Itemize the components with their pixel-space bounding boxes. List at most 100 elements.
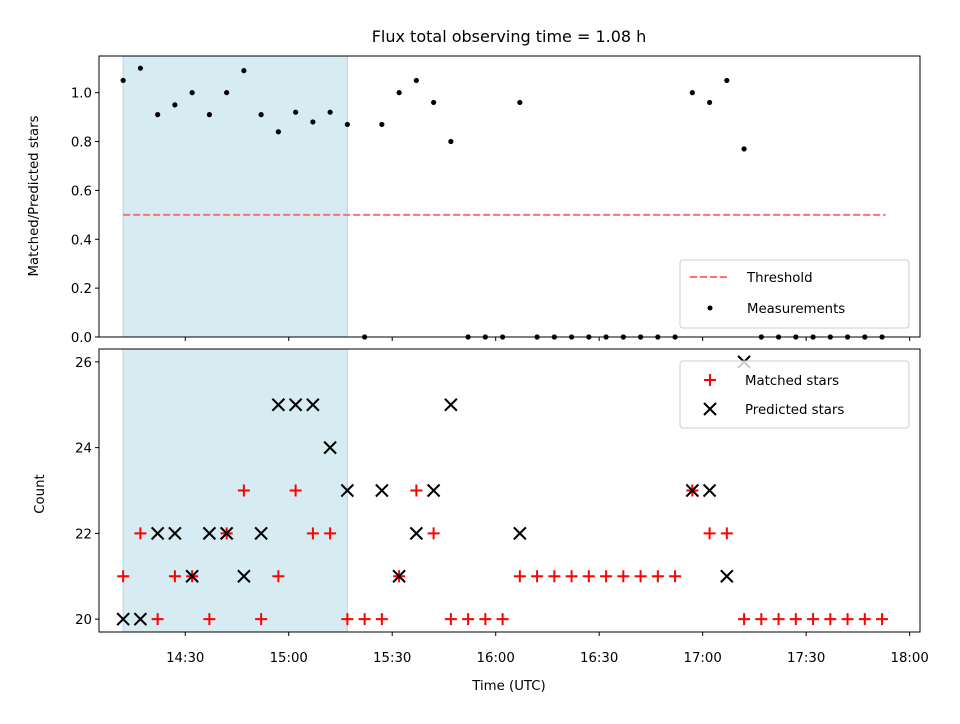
top-y-axis-label: Matched/Predicted stars [27,115,42,276]
matched-star-point [306,527,319,540]
matched-star-point [237,484,250,497]
matched-star-point [151,613,164,626]
measurement-point [189,90,195,96]
measurement-point [327,109,333,115]
legend-matched-label: Matched stars [745,374,839,389]
predicted-star-point [306,398,320,412]
predicted-star-point [323,440,337,455]
matched-star-point [807,613,820,626]
measurement-point [258,112,264,118]
matched-star-point [772,613,785,626]
legend-measurements-swatch [707,305,713,311]
matched-star-point [669,570,682,583]
predicted-star-point [185,569,199,583]
predicted-star-point [685,483,700,498]
x-tick-label: 15:00 [270,651,308,666]
predicted-star-point [271,398,286,412]
measurement-point [155,112,161,118]
matched-star-point [324,527,337,540]
matched-star-point [824,613,837,626]
matched-star-point [496,613,509,626]
matched-star-point [462,613,475,626]
bottom-y-tick-label: 20 [75,613,92,628]
bottom-y-tick-label: 26 [75,356,92,371]
legend-predicted-swatch [703,402,717,416]
predicted-star-point [133,612,148,626]
top-y-tick-label: 1.0 [71,87,92,102]
top-plot-area: 0.0 0.2 0.4 0.6 0.8 1.0 [71,55,921,346]
measurement-point [206,112,212,118]
x-axis-label: Time (UTC) [471,679,546,694]
matched-star-point [876,613,889,626]
bottom-plot-area: 20 22 24 26 14:30 15:00 15:30 16:00 16:30 17:00 1… [75,348,929,666]
x-tick-label: 17:00 [684,651,722,666]
predicted-star-point [288,398,303,412]
matched-star-point [375,613,388,626]
bottom-y-tick-label: 22 [75,527,92,542]
measurement-point [172,102,178,108]
measurement-point [431,99,437,106]
top-y-tick-label: 0.6 [71,184,92,199]
predicted-star-point [444,398,458,412]
measurement-point [241,68,247,74]
legend-matched-swatch [704,374,716,386]
predicted-star-point [254,526,268,541]
predicted-star-point [168,526,182,541]
predicted-star-point [150,526,165,541]
matched-star-point [341,613,354,626]
predicted-star-point [426,483,441,498]
predicted-star-point [340,483,355,498]
bottom-shaded-region [122,348,348,633]
top-y-tick-label: 0.2 [71,282,92,297]
top-legend: Threshold Measurements [679,259,910,329]
matched-star-point [703,527,716,540]
measurement-point [310,119,316,125]
x-tick-label: 17:30 [787,651,825,666]
x-tick-label: 15:30 [373,651,411,666]
measurement-point [137,65,143,71]
predicted-star-point [219,526,234,541]
predicted-star-point [202,526,217,541]
matched-star-point [582,570,595,583]
top-y-tick-label: 0.4 [71,233,92,248]
predicted-star-point [409,526,424,541]
measurement-point [379,121,385,128]
matched-star-point [479,613,492,626]
bottom-y-axis-label: Count [33,474,48,514]
measurement-point [448,138,454,145]
measurement-point [413,77,419,84]
matched-star-point [272,570,285,583]
matched-star-point [168,570,181,583]
measurement-point [275,129,281,135]
matched-star-point [634,570,647,583]
matched-star-point [858,613,871,626]
predicted-star-point [720,569,734,583]
matched-star-point [720,527,733,540]
matched-star-point [789,613,802,626]
top-y-tick-label: 0.0 [71,331,92,346]
measurement-point [396,90,402,96]
matched-star-point [600,570,613,583]
matched-star-point [617,570,630,583]
bottom-legend: Matched stars Predicted stars [679,360,910,429]
matched-star-point [755,613,768,626]
matched-star-point [444,613,457,626]
matched-star-point [738,613,751,626]
measurement-point [344,121,350,128]
matched-star-point [513,570,526,583]
matched-star-point [255,613,268,626]
measurement-point [689,90,695,96]
measurement-point [741,146,747,152]
measurement-point [224,90,230,96]
x-tick-label: 16:00 [477,651,515,666]
matched-star-point [134,527,147,540]
predicted-star-point [513,526,527,541]
predicted-star-point [702,483,717,498]
predicted-star-point [392,569,406,583]
measurement-point [706,99,713,106]
matched-star-point [289,484,302,497]
x-tick-label: 16:30 [580,651,618,666]
x-tick-label: 18:00 [890,651,928,666]
matched-star-point [203,613,216,626]
